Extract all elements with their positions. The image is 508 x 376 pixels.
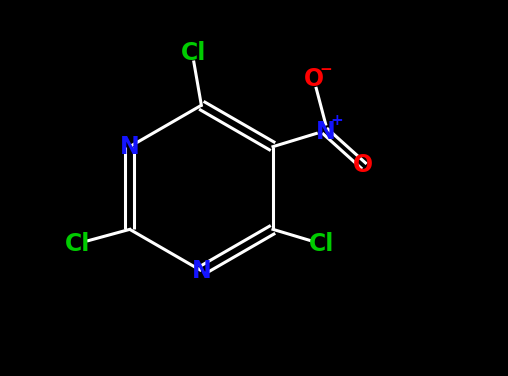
Text: Cl: Cl	[309, 232, 335, 256]
Text: O: O	[353, 153, 373, 177]
Text: N: N	[316, 120, 335, 144]
Text: +: +	[331, 113, 343, 128]
Text: O: O	[304, 67, 325, 91]
Text: −: −	[319, 62, 332, 77]
Text: Cl: Cl	[65, 232, 90, 256]
Text: N: N	[120, 135, 140, 159]
Text: Cl: Cl	[181, 41, 207, 65]
Text: N: N	[192, 259, 211, 283]
